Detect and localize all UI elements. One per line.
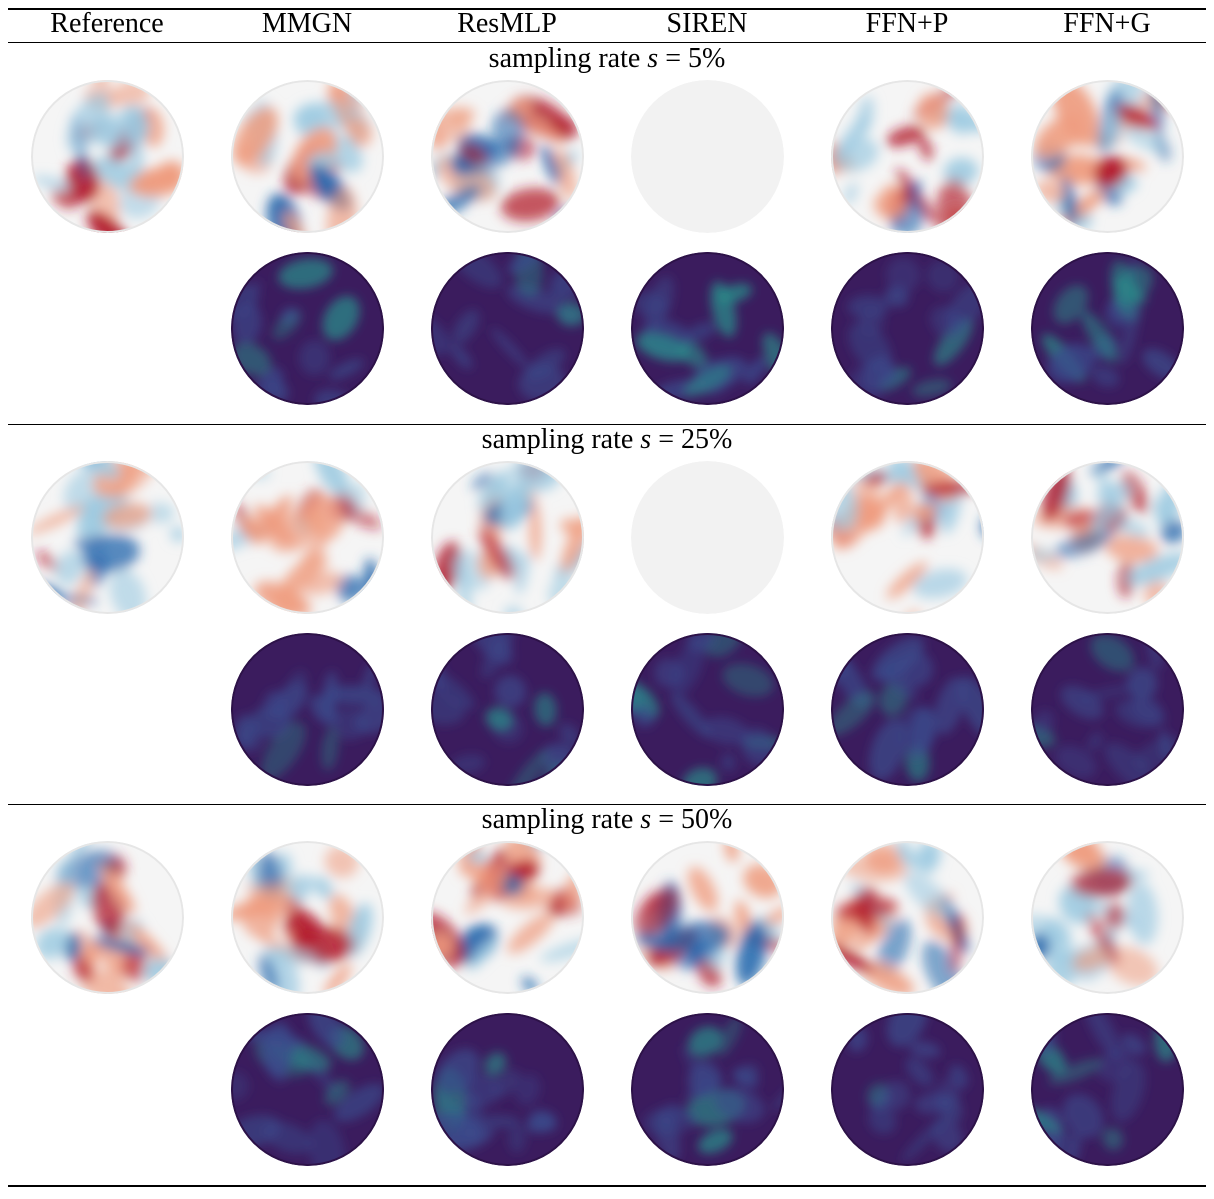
error-globe-resmlp-s25 <box>431 633 584 786</box>
error-globe-resmlp-s5 <box>431 252 584 405</box>
error-globe-mmgn-s50 <box>231 1013 384 1166</box>
prediction-globe-ffn-p-s50 <box>831 841 984 994</box>
prediction-globe-mmgn-s25 <box>231 461 384 614</box>
error-globe-siren-s50 <box>631 1013 784 1166</box>
prediction-globe-ffn-g-s25 <box>1031 461 1184 614</box>
error-globe-siren-s5 <box>631 252 784 405</box>
error-globe-ffn-p-s25 <box>831 633 984 786</box>
column-header-siren: SIREN <box>666 8 748 39</box>
prediction-globe-resmlp-s5 <box>431 80 584 233</box>
prediction-globe-reference-s5 <box>31 80 184 233</box>
section-title-50: sampling rate s = 50% <box>481 804 733 835</box>
table-top-rule <box>8 8 1206 10</box>
prediction-globe-ffn-g-s5 <box>1031 80 1184 233</box>
column-header-reference: Reference <box>50 8 164 39</box>
section-rule-1 <box>8 424 1206 425</box>
error-globe-resmlp-s50 <box>431 1013 584 1166</box>
prediction-globe-ffn-p-s5 <box>831 80 984 233</box>
prediction-globe-mmgn-s50 <box>231 841 384 994</box>
section-title-5: sampling rate s = 5% <box>488 43 726 74</box>
prediction-globe-ffn-g-s50 <box>1031 841 1184 994</box>
prediction-globe-mmgn-s5 <box>231 80 384 233</box>
column-header-mmgn: MMGN <box>261 8 353 39</box>
header-rule <box>8 42 1206 43</box>
error-globe-ffn-g-s50 <box>1031 1013 1184 1166</box>
column-header-resmlp: ResMLP <box>457 8 557 39</box>
prediction-globe-resmlp-s25 <box>431 461 584 614</box>
error-globe-ffn-g-s25 <box>1031 633 1184 786</box>
error-globe-ffn-g-s5 <box>1031 252 1184 405</box>
prediction-globe-siren-s50 <box>631 841 784 994</box>
prediction-globe-reference-s50 <box>31 841 184 994</box>
error-globe-mmgn-s25 <box>231 633 384 786</box>
prediction-globe-ffn-p-s25 <box>831 461 984 614</box>
prediction-globe-siren-s25 <box>631 461 784 614</box>
error-globe-ffn-p-s50 <box>831 1013 984 1166</box>
prediction-globe-siren-s5 <box>631 80 784 233</box>
error-globe-siren-s25 <box>631 633 784 786</box>
table-bottom-rule <box>8 1185 1206 1187</box>
column-header-ffn-p: FFN+P <box>865 8 949 39</box>
prediction-globe-resmlp-s50 <box>431 841 584 994</box>
section-title-25: sampling rate s = 25% <box>481 424 733 455</box>
error-globe-ffn-p-s5 <box>831 252 984 405</box>
section-rule-2 <box>8 804 1206 805</box>
error-globe-mmgn-s5 <box>231 252 384 405</box>
column-header-ffn-g: FFN+G <box>1063 8 1151 39</box>
prediction-globe-reference-s25 <box>31 461 184 614</box>
